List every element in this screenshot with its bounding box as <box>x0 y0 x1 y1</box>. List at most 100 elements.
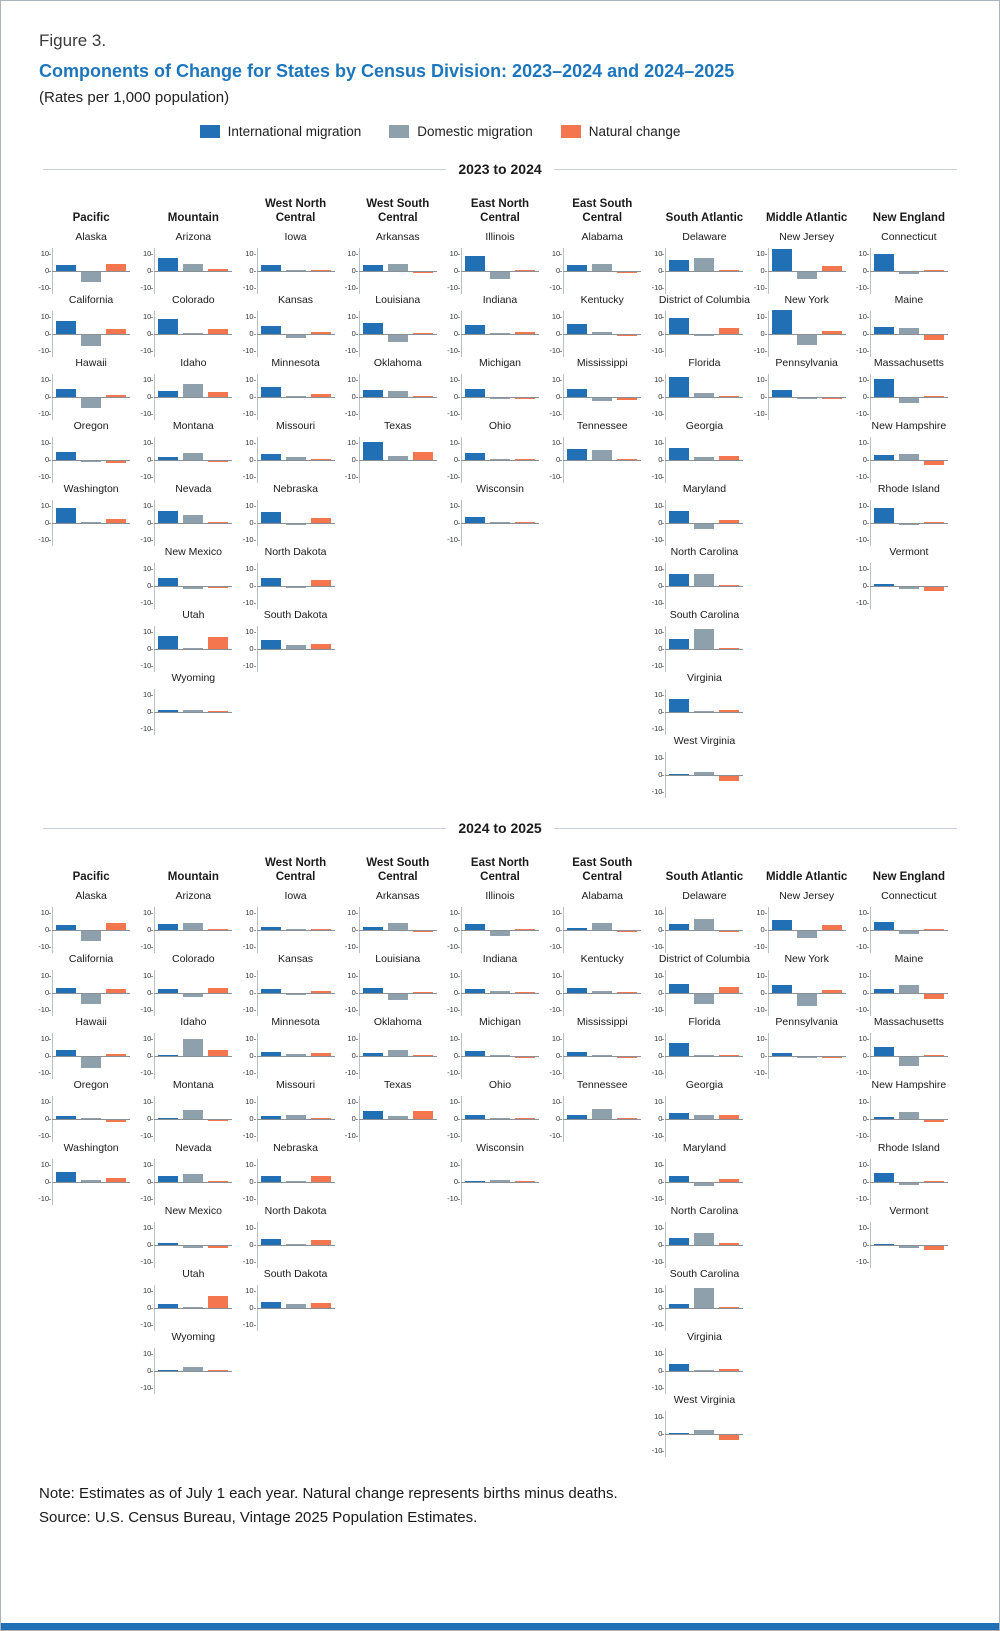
division-header: West North Central <box>264 856 327 883</box>
bar-international-migration <box>362 988 383 994</box>
y-tick-mark <box>253 1010 256 1012</box>
y-tick-label: 10 <box>654 753 663 763</box>
y-tick-mark <box>764 397 767 399</box>
bar-domestic-migration <box>898 398 919 403</box>
y-tick-label: 10 <box>449 501 458 511</box>
y-tick-label: 10 <box>756 1034 765 1044</box>
y-tick-mark <box>253 506 256 508</box>
state-chart-plot: 10 0 -10 <box>140 1348 233 1395</box>
y-tick-label: -10 <box>242 346 254 356</box>
state-chart-plot: 10 0 -10 <box>447 248 539 295</box>
y-tick-label: -10 <box>447 409 458 419</box>
state-chart: Arkansas 10 0 -10 <box>345 890 444 954</box>
legend-item-natural: Natural change <box>560 124 680 139</box>
bar-international-migration <box>771 249 792 272</box>
y-tick-mark <box>457 254 460 256</box>
state-chart-plot: 10 0 -10 <box>243 500 335 547</box>
state-chart: Wisconsin 10 0 -10 <box>447 483 546 547</box>
state-chart: Montana 10 0 -10 <box>140 1079 239 1143</box>
y-tick-label: 0 <box>44 1051 50 1061</box>
y-tick-label: -10 <box>140 1131 152 1141</box>
division-column-mountain: Mountain Arizona 10 0 -10 Colorado 10 0 -10 Idaho… <box>140 850 239 1395</box>
y-tick-mark <box>355 1010 358 1012</box>
state-chart-plot: 10 0 -10 <box>38 970 131 1017</box>
y-tick-label: 10 <box>449 375 458 385</box>
bar-natural-change <box>923 522 944 524</box>
y-tick-label: 0 <box>760 925 765 935</box>
zero-baseline <box>154 1308 233 1310</box>
y-tick-mark <box>866 288 869 290</box>
bar-natural-change <box>310 331 331 335</box>
y-tick-label: 0 <box>453 518 458 528</box>
state-chart-plot: 10 0 -10 <box>38 907 131 954</box>
y-tick-mark <box>866 1228 869 1230</box>
y-tick-mark <box>764 351 767 353</box>
y-tick-label: 10 <box>347 971 356 981</box>
state-chart: Pennsylvania 10 0 -10 <box>754 1016 853 1080</box>
zero-baseline <box>563 460 642 462</box>
y-tick-mark <box>253 1056 256 1058</box>
bar-domestic-migration <box>592 1055 613 1057</box>
state-chart-title: Kentucky <box>580 953 624 966</box>
bottom-accent-bar <box>1 1623 999 1630</box>
state-chart-title: Rhode Island <box>877 483 940 496</box>
division-column-middle-atlantic: Middle Atlantic New Jersey 10 0 -10 New York 1… <box>754 191 853 421</box>
bar-natural-change <box>514 522 535 524</box>
bar-international-migration <box>158 709 179 713</box>
y-tick-label: -10 <box>344 1131 356 1141</box>
y-tick-mark <box>457 1039 460 1041</box>
state-chart: Georgia 10 0 -10 <box>652 1079 750 1143</box>
panel-rule-left <box>43 827 447 829</box>
state-chart-title: South Dakota <box>263 609 328 622</box>
bar-domestic-migration <box>694 1287 715 1309</box>
y-tick-mark <box>662 334 665 336</box>
y-tick-label: -10 <box>753 1068 765 1078</box>
y-tick-label: 0 <box>658 392 663 402</box>
bar-international-migration <box>260 1115 281 1120</box>
y-tick-mark <box>866 947 869 949</box>
y-tick-mark <box>49 540 52 542</box>
y-tick-mark <box>355 317 358 319</box>
y-tick-mark <box>457 913 460 915</box>
bar-natural-change <box>719 931 740 933</box>
panel-title: 2024 to 2025 <box>458 820 542 837</box>
y-tick-mark <box>560 351 563 353</box>
state-chart-title: New York <box>784 294 829 307</box>
state-chart-plot: 10 0 -10 <box>652 1411 744 1458</box>
zero-baseline <box>154 460 233 462</box>
bar-natural-change <box>923 1120 944 1122</box>
y-tick-label: 0 <box>760 329 765 339</box>
y-tick-mark <box>49 254 52 256</box>
y-tick-label: 10 <box>449 438 458 448</box>
zero-baseline <box>665 523 744 525</box>
y-tick-mark <box>151 1039 154 1041</box>
bar-domestic-migration <box>285 994 306 996</box>
zero-baseline <box>665 1434 744 1436</box>
y-tick-mark <box>457 477 460 479</box>
bar-domestic-migration <box>285 1115 306 1120</box>
y-tick-mark <box>355 1039 358 1041</box>
y-tick-mark <box>49 1039 52 1041</box>
state-chart-plot: 10 0 -10 <box>652 1159 744 1206</box>
state-chart-title: Colorado <box>172 953 215 966</box>
zero-baseline <box>256 271 335 273</box>
y-tick-mark <box>457 288 460 290</box>
state-chart: Florida 10 0 -10 <box>652 1016 750 1080</box>
y-tick-mark <box>253 380 256 382</box>
y-tick-label: -10 <box>140 1257 152 1267</box>
y-tick-mark <box>866 930 869 932</box>
division-header: East South Central <box>572 856 633 883</box>
bar-natural-change <box>719 648 740 650</box>
state-chart: Oregon 10 0 -10 <box>38 1079 137 1143</box>
bar-international-migration <box>873 1116 894 1120</box>
zero-baseline <box>358 1056 437 1058</box>
bar-international-migration <box>567 1052 588 1057</box>
state-chart-title: Vermont <box>889 1205 929 1218</box>
state-chart: Connecticut 10 0 -10 <box>856 890 955 954</box>
state-chart-plot: 10 0 -10 <box>652 1096 744 1143</box>
y-tick-label: -10 <box>651 346 663 356</box>
y-tick-mark <box>662 603 665 605</box>
state-chart-title: Oklahoma <box>373 1016 422 1029</box>
y-tick-mark <box>457 993 460 995</box>
y-tick-mark <box>355 993 358 995</box>
